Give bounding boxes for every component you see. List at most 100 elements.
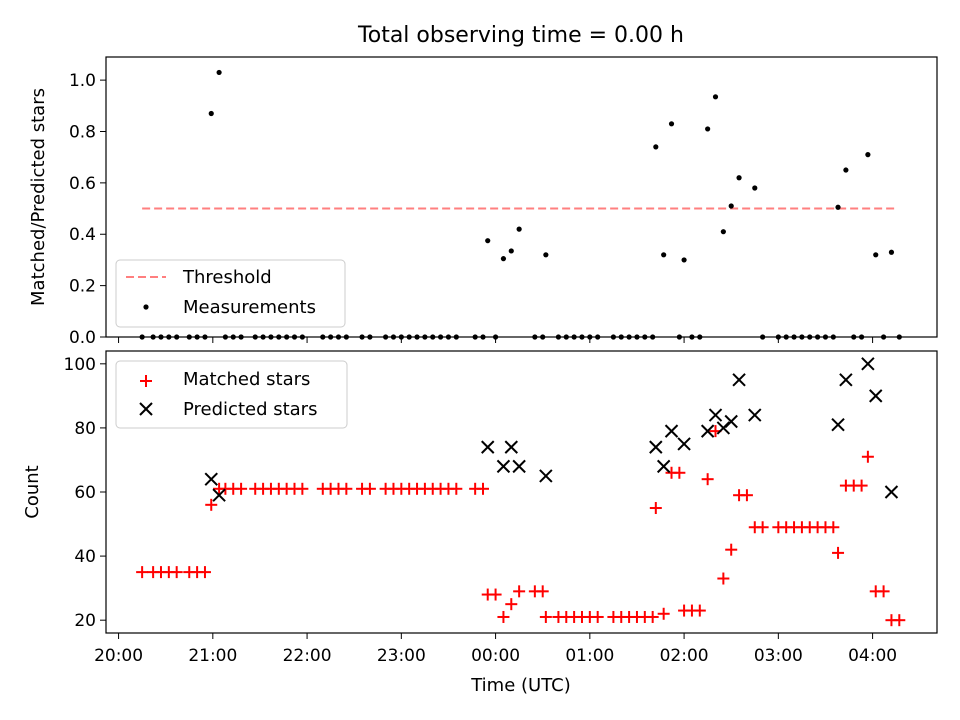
matched-star-point	[832, 546, 845, 559]
legend-measurements-swatch	[143, 304, 149, 310]
matched-star-point	[657, 607, 670, 620]
measurement-point	[485, 238, 491, 244]
matched-star-point	[505, 598, 518, 611]
bottom-y-tick-label: 40	[74, 547, 96, 567]
matched-star-point	[170, 566, 183, 579]
legend-threshold-label: Threshold	[182, 267, 272, 288]
predicted-star-point	[724, 414, 738, 429]
measurement-point	[500, 256, 507, 262]
predicted-star-point	[831, 417, 845, 432]
matched-star-point	[363, 482, 376, 495]
bottom-x-tick-label: 01:00	[565, 646, 614, 666]
measurement-point	[736, 175, 742, 181]
measurement-point	[865, 152, 871, 158]
matched-star-point	[646, 610, 659, 623]
measurement-point	[843, 167, 849, 173]
measurement-point	[543, 252, 549, 258]
predicted-star-point	[656, 459, 671, 474]
matched-star-point	[701, 473, 714, 486]
measurement-point	[835, 204, 841, 210]
bottom-chart: 20 40 60 80 100 20:00 21:00 22:00 23:00 00:00 01:…	[22, 350, 938, 696]
matched-star-point	[296, 482, 309, 495]
top-y-tick-label: 0.0	[69, 328, 96, 348]
bottom-y-tick-label: 100	[64, 355, 96, 375]
bottom-y-tick-label: 20	[74, 611, 96, 631]
top-x-axis	[118, 337, 874, 343]
legend-measurements-label: Measurements	[183, 297, 316, 318]
predicted-star-point	[512, 459, 526, 474]
predicted-star-point	[748, 408, 762, 422]
top-chart-title: Total observing time = 0.00 h	[357, 23, 684, 48]
matched-star-point	[693, 604, 706, 617]
matched-star-point	[893, 614, 906, 627]
bottom-y-axis-label: Count	[22, 465, 43, 518]
bottom-chart-marks	[136, 357, 906, 627]
matched-star-point	[855, 479, 868, 492]
predicted-star-point	[884, 485, 899, 499]
measurement-point	[720, 229, 726, 235]
measurement-point	[216, 69, 222, 76]
measurement-point	[705, 126, 711, 132]
top-legend-frame	[115, 259, 346, 328]
matched-star-point	[489, 588, 502, 601]
matched-star-point	[497, 610, 510, 623]
predicted-star-point	[539, 469, 553, 483]
measurement-point	[888, 249, 895, 255]
predicted-star-point	[700, 424, 715, 438]
bottom-x-tick-label: 22:00	[283, 646, 332, 666]
predicted-star-point	[649, 440, 663, 454]
top-y-tick-label: 0.8	[69, 122, 96, 142]
top-chart-frame	[105, 56, 938, 338]
matched-star-point	[725, 543, 738, 556]
measurement-point	[661, 252, 667, 258]
bottom-x-tick-label: 20:00	[94, 646, 143, 666]
matched-star-point	[136, 566, 149, 579]
measurement-point	[728, 203, 734, 209]
legend-predicted-label: Predicted stars	[183, 399, 317, 420]
predicted-star-point	[708, 408, 723, 422]
matched-star-point	[513, 585, 526, 598]
bottom-x-tick-label: 23:00	[377, 646, 426, 666]
bottom-x-tick-label: 21:00	[188, 646, 237, 666]
measurement-point	[668, 121, 675, 127]
matched-star-point	[205, 498, 218, 511]
measurement-point	[516, 226, 522, 232]
bottom-y-axis: 20 40 60 80 100	[64, 355, 106, 631]
top-y-axis-label: Matched/Predicted stars	[28, 88, 49, 306]
measurement-point	[681, 257, 687, 263]
matched-star-point	[450, 482, 463, 495]
matched-star-point	[536, 585, 549, 598]
measurement-point	[653, 144, 659, 150]
matched-star-point	[477, 482, 490, 495]
legend-predicted-swatch	[139, 402, 153, 416]
matched-star-point	[673, 466, 686, 479]
bottom-legend-frame	[115, 360, 348, 429]
bottom-x-tick-label: 04:00	[848, 646, 897, 666]
bottom-y-tick-label: 80	[74, 419, 96, 439]
top-y-tick-label: 0.4	[69, 225, 96, 245]
matched-star-point	[740, 489, 753, 502]
measurement-point	[712, 94, 719, 100]
predicted-star-point	[504, 440, 518, 454]
top-y-tick-label: 1.0	[69, 71, 96, 91]
predicted-star-point	[664, 424, 679, 438]
top-y-tick-label: 0.6	[69, 174, 96, 194]
predicted-star-point	[677, 437, 691, 451]
bottom-x-axis-label: Time (UTC)	[470, 675, 571, 696]
predicted-star-point	[496, 459, 511, 474]
matched-star-point	[591, 610, 604, 623]
matched-star-point	[877, 585, 890, 598]
top-y-tick-label: 0.2	[69, 277, 96, 297]
measurement-point	[752, 185, 758, 191]
bottom-x-tick-label: 00:00	[471, 646, 520, 666]
top-legend: Threshold Measurements	[115, 259, 346, 328]
bottom-legend: Matched stars Predicted stars	[115, 360, 348, 429]
predicted-star-point	[732, 373, 746, 387]
top-chart: 0.0 0.2 0.4 0.6 0.8 1.0 Matched/Predicted sta…	[28, 56, 938, 348]
matched-star-point	[649, 502, 662, 515]
measurement-point	[873, 252, 879, 258]
legend-matched-label: Matched stars	[183, 369, 310, 390]
matched-star-point	[756, 521, 769, 534]
